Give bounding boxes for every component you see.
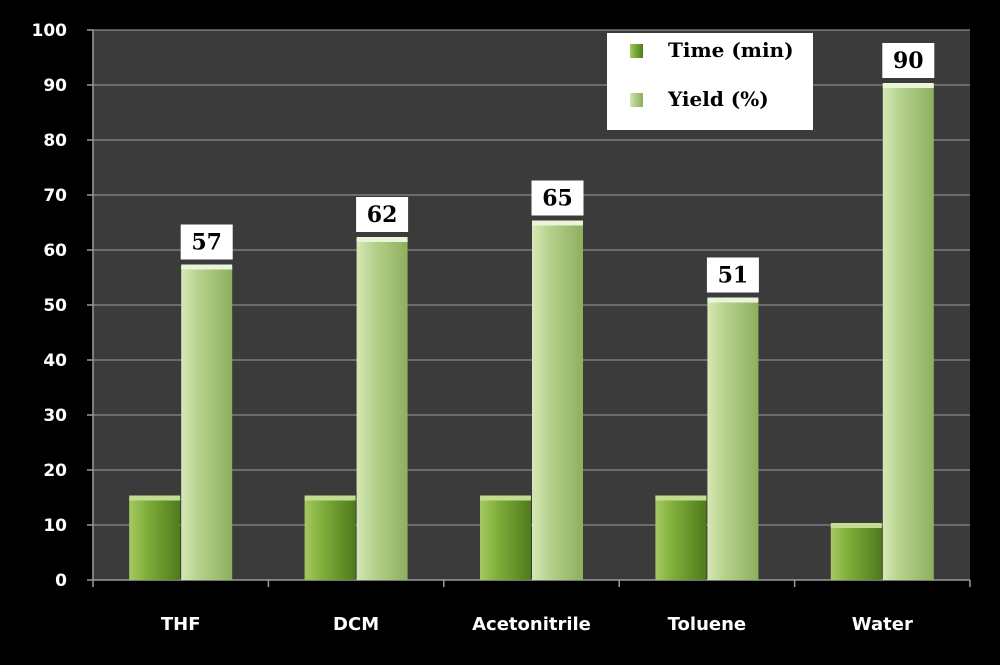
bar-cap (356, 237, 408, 242)
bar-cap (532, 220, 583, 226)
y-tick-label-30: 30 (43, 406, 67, 426)
data-label-toluene: 51 (706, 257, 759, 293)
legend: Time (min) Yield (%) (607, 33, 813, 130)
legend-label-time: Time (min) (668, 38, 794, 62)
bar-yield-dcm (356, 237, 408, 580)
bar-time-acetonitrile (480, 495, 531, 580)
bar-cap (707, 297, 759, 303)
y-tick-label-20: 20 (43, 461, 67, 481)
bar-body (532, 222, 583, 580)
bar-body (830, 525, 882, 580)
data-labels: 57 62 65 51 90 (180, 43, 935, 293)
bar-yield-water (882, 83, 934, 580)
data-label-box (180, 224, 233, 260)
y-tick-label-70: 70 (43, 186, 67, 206)
bar-cap (882, 83, 934, 88)
bar-yield-toluene (707, 297, 759, 580)
y-axis-ticks: 0 10 20 30 40 50 60 70 80 90 100 (32, 21, 68, 591)
bar-body (480, 497, 531, 580)
bar-cap (480, 495, 531, 501)
bar-yield-acetonitrile (532, 220, 583, 580)
category-label-water: Water (852, 614, 913, 635)
bar-cap (655, 495, 707, 501)
data-label-box (531, 180, 584, 216)
y-tick-label-40: 40 (43, 351, 67, 371)
bar-time-water (830, 523, 882, 580)
bar-body (356, 239, 408, 580)
bar-body (882, 85, 934, 580)
data-label-value: 51 (718, 263, 749, 289)
y-tick-label-100: 100 (32, 21, 68, 41)
data-label-water: 90 (882, 43, 935, 78)
bar-yield-thf (181, 264, 233, 580)
bar-body (655, 497, 707, 580)
y-tick-label-50: 50 (43, 296, 67, 316)
bar-cap (830, 523, 882, 528)
data-label-value: 57 (191, 230, 222, 256)
y-tick-label-80: 80 (43, 131, 67, 151)
bar-body (304, 497, 356, 580)
y-tick-label-90: 90 (43, 76, 67, 96)
data-label-box (706, 257, 759, 293)
data-label-value: 90 (893, 48, 924, 74)
bar-cap (304, 495, 356, 501)
bar-cap (181, 264, 233, 270)
category-label-dcm: DCM (333, 614, 379, 635)
data-label-dcm: 62 (356, 197, 409, 232)
x-axis-categories: THF DCM Acetonitrile Toluene Water (161, 614, 913, 635)
bar-body (181, 266, 233, 580)
bar-time-thf (129, 495, 181, 580)
y-tick-label-60: 60 (43, 241, 67, 261)
legend-label-yield: Yield (%) (667, 87, 769, 111)
gridlines (93, 29, 970, 526)
bar-body (707, 299, 759, 580)
bar-time-toluene (655, 495, 707, 580)
legend-swatch-time (630, 44, 643, 58)
y-tick-label-10: 10 (43, 516, 67, 536)
legend-swatch-yield (630, 93, 643, 107)
data-label-box (882, 43, 935, 78)
bars (129, 83, 934, 580)
axes (87, 29, 971, 587)
category-label-toluene: Toluene (668, 614, 746, 635)
data-label-thf: 57 (180, 224, 233, 260)
category-label-acetonitrile: Acetonitrile (472, 614, 591, 635)
data-label-box (356, 197, 409, 232)
bar-cap (129, 495, 181, 501)
y-tick-label-0: 0 (55, 571, 67, 591)
bar-time-dcm (304, 495, 356, 580)
data-label-value: 62 (367, 202, 398, 228)
data-label-acetonitrile: 65 (531, 180, 584, 216)
bar-body (129, 497, 181, 580)
category-label-thf: THF (161, 614, 201, 635)
data-label-value: 65 (542, 186, 573, 212)
